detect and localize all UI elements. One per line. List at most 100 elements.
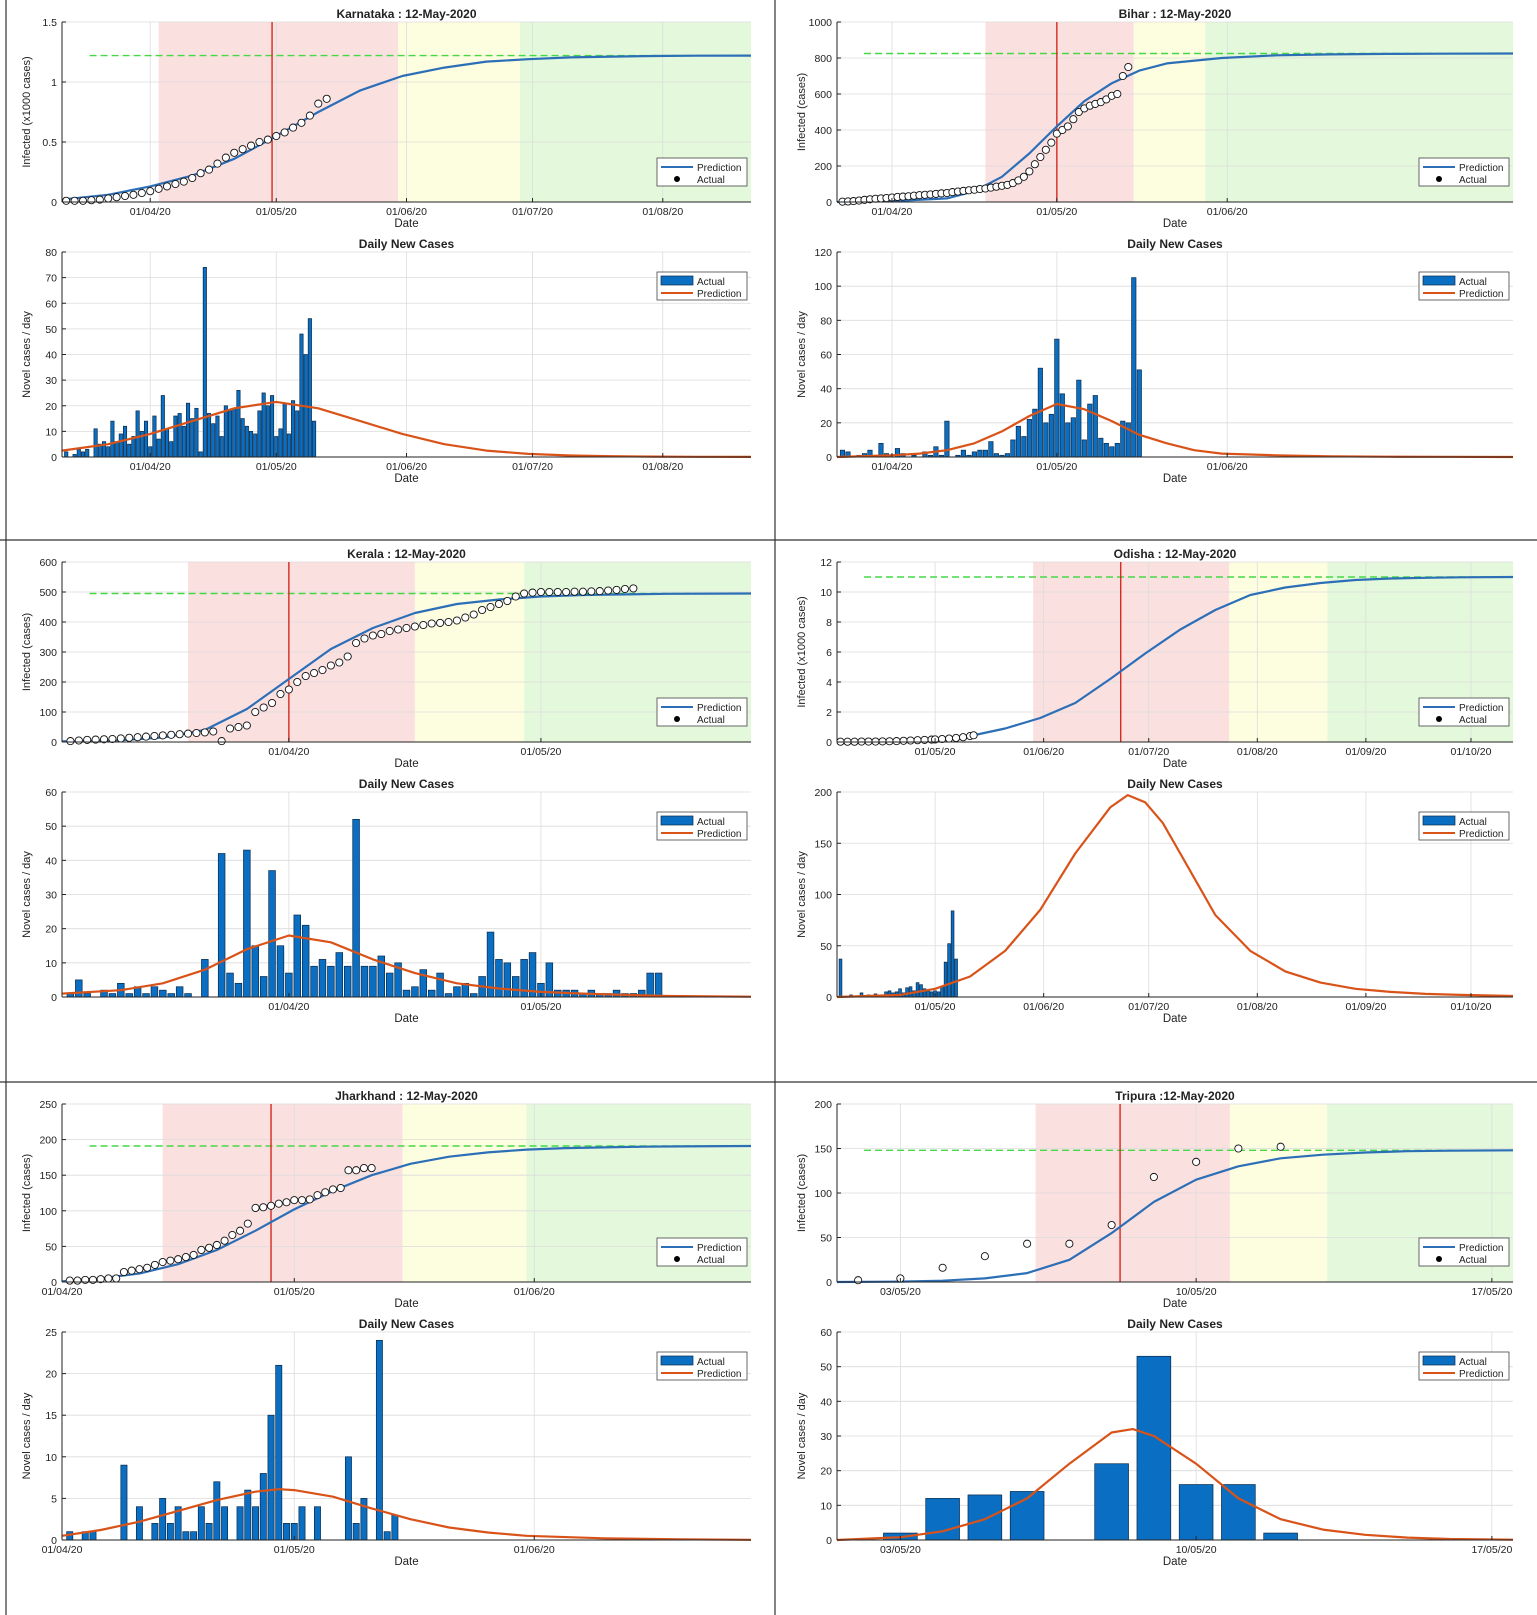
bar bbox=[286, 433, 291, 458]
legend-label: Prediction bbox=[1459, 703, 1503, 714]
actual-point bbox=[99, 735, 109, 744]
actual-point bbox=[259, 703, 268, 712]
actual-point bbox=[1234, 1144, 1243, 1153]
actual-point bbox=[137, 188, 146, 198]
y-tick-label: 60 bbox=[820, 350, 832, 362]
bar bbox=[221, 1506, 229, 1541]
bar bbox=[360, 965, 369, 998]
cumulative-chart: 01/04/20 01/05/20 01/06/20 01/07/20 01/08/20… bbox=[21, 7, 752, 230]
bar bbox=[201, 959, 209, 998]
actual-point bbox=[906, 736, 915, 745]
bar bbox=[1076, 379, 1082, 458]
actual-point bbox=[427, 619, 436, 628]
x-tick-label: 01/04/20 bbox=[872, 206, 913, 218]
y-tick-label: 120 bbox=[814, 247, 832, 259]
x-tick-label: 01/05/20 bbox=[1036, 461, 1077, 473]
state-panel-tripura: 03/05/20 10/05/20 17/05/20050100150200Trip… bbox=[796, 1089, 1514, 1568]
y-tick-label: 40 bbox=[45, 350, 57, 362]
actual-point bbox=[444, 617, 453, 627]
y-tick-label: 300 bbox=[39, 647, 57, 659]
y-tick-label: 1.5 bbox=[42, 17, 57, 29]
actual-point bbox=[255, 137, 264, 147]
chart-title: Odisha : 12-May-2020 bbox=[1114, 547, 1237, 561]
y-tick-label: 80 bbox=[45, 247, 57, 259]
y-axis-label: Novel cases / day bbox=[796, 311, 808, 398]
actual-point bbox=[196, 169, 205, 178]
chart-title: Daily New Cases bbox=[359, 237, 455, 251]
bar bbox=[142, 993, 150, 998]
y-axis-label: Infected (cases) bbox=[796, 73, 808, 151]
actual-point bbox=[553, 587, 562, 597]
y-tick-label: 4 bbox=[826, 677, 832, 689]
legend-label: Prediction bbox=[1459, 1243, 1503, 1254]
bar bbox=[80, 451, 86, 458]
x-axis-label: Date bbox=[1163, 218, 1187, 230]
bar bbox=[299, 333, 304, 458]
chart-title: Tripura :12-May-2020 bbox=[1115, 1089, 1235, 1103]
prediction-line bbox=[61, 1488, 752, 1541]
bar bbox=[1094, 1463, 1129, 1541]
state-panel-kerala: 01/04/20 01/05/200100200300400500600Keral… bbox=[21, 547, 752, 1025]
daily-chart: 01/04/20 01/05/20 01/06/20 0 5 10 15 20 25 Daily … bbox=[21, 1317, 752, 1568]
bar bbox=[1059, 393, 1065, 458]
y-axis-label: Infected (cases) bbox=[796, 1154, 808, 1232]
bar bbox=[318, 959, 327, 998]
x-axis-label: Date bbox=[1163, 473, 1187, 485]
bar bbox=[1103, 442, 1109, 458]
bar bbox=[89, 1531, 97, 1541]
legend-label: Actual bbox=[697, 1357, 725, 1368]
daily-chart: 03/05/20 10/05/20 17/05/20 0 10 20 30 40 50 60 Dai… bbox=[796, 1317, 1514, 1568]
actual-point bbox=[284, 685, 293, 694]
bar bbox=[915, 982, 920, 998]
actual-point bbox=[116, 734, 125, 743]
bar bbox=[278, 428, 283, 458]
x-tick-label: 17/05/20 bbox=[1471, 1286, 1512, 1298]
bar bbox=[190, 418, 195, 458]
y-tick-label: 100 bbox=[39, 1206, 57, 1218]
bar bbox=[184, 993, 192, 998]
actual-point bbox=[394, 625, 403, 634]
bar bbox=[293, 914, 301, 998]
actual-point bbox=[1041, 145, 1050, 154]
actual-point bbox=[520, 589, 529, 598]
bar bbox=[495, 959, 503, 998]
actual-point bbox=[181, 1253, 190, 1262]
legend-label: Actual bbox=[1459, 1255, 1487, 1266]
y-tick-label: 0 bbox=[826, 737, 832, 749]
bar bbox=[971, 451, 977, 458]
actual-point bbox=[129, 190, 138, 199]
x-tick-label: 01/08/20 bbox=[1237, 1001, 1278, 1013]
actual-point bbox=[280, 128, 289, 137]
phase-yellow-band bbox=[402, 1104, 527, 1282]
chart-title: Jharkhand : 12-May-2020 bbox=[335, 1089, 478, 1103]
actual-point bbox=[197, 1245, 206, 1255]
x-tick-label: 01/04/20 bbox=[42, 1286, 83, 1298]
bar bbox=[182, 1531, 190, 1541]
prediction-line bbox=[61, 934, 752, 998]
bar bbox=[1015, 425, 1021, 458]
y-tick-label: 150 bbox=[39, 1170, 57, 1182]
actual-point bbox=[359, 1164, 368, 1173]
legend-label: Actual bbox=[697, 817, 725, 828]
actual-point bbox=[461, 613, 470, 622]
y-tick-label: 10 bbox=[820, 1500, 832, 1512]
x-tick-label: 01/04/20 bbox=[268, 746, 309, 758]
x-tick-label: 01/06/20 bbox=[1207, 461, 1248, 473]
y-tick-label: 250 bbox=[39, 1099, 57, 1111]
daily-chart: 01/04/20 01/05/20 0 10 20 30 40 50 60 Daily New C… bbox=[21, 777, 752, 1025]
y-tick-label: 0 bbox=[51, 992, 57, 1004]
actual-point bbox=[360, 634, 369, 643]
legend-actual-swatch bbox=[1436, 716, 1442, 722]
bar bbox=[291, 400, 296, 458]
bar bbox=[160, 395, 165, 458]
actual-point bbox=[511, 592, 520, 601]
actual-point bbox=[234, 722, 243, 732]
actual-point bbox=[410, 622, 419, 631]
x-axis-label: Date bbox=[394, 758, 418, 770]
y-tick-label: 0 bbox=[51, 1277, 57, 1289]
bar bbox=[175, 986, 184, 998]
